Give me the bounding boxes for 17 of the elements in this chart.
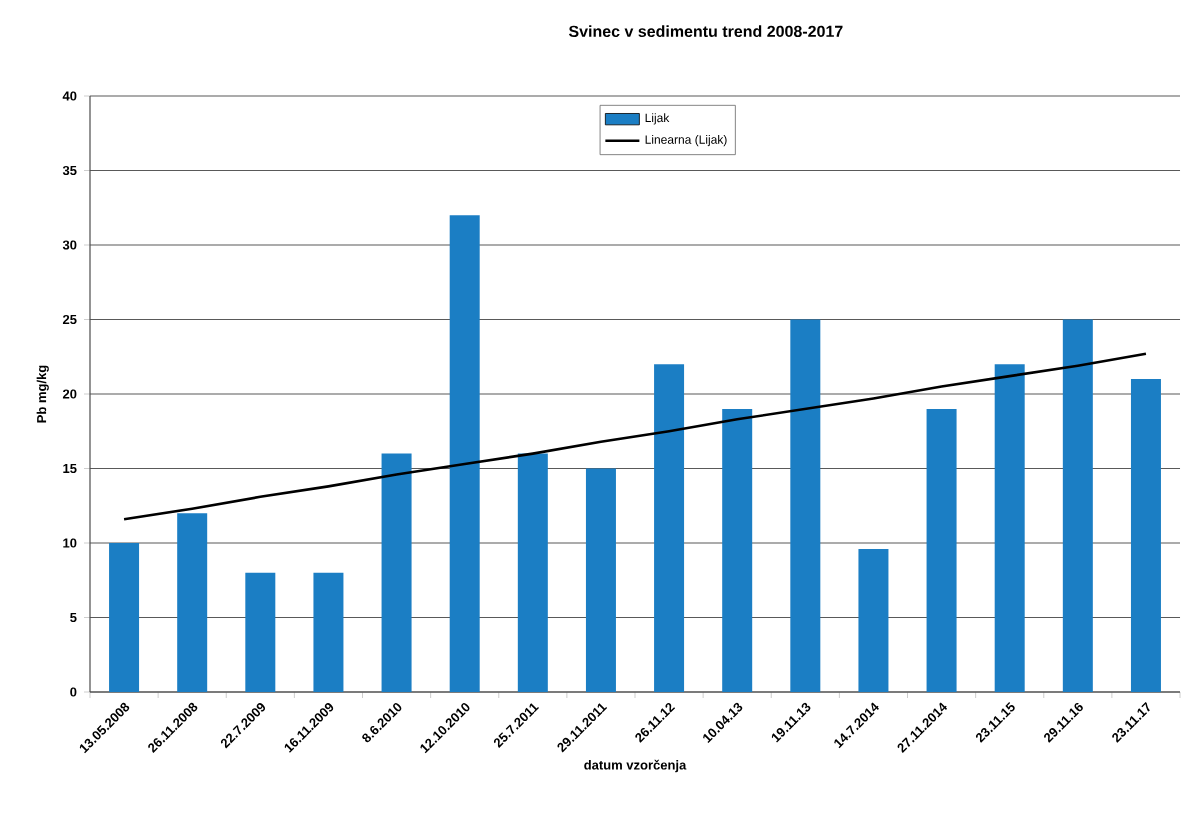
bar: [654, 364, 685, 692]
chart-title: Svinec v sedimentu trend 2008-2017: [568, 25, 843, 37]
bar: [109, 543, 140, 692]
bar: [177, 513, 208, 692]
bar: [1130, 379, 1161, 692]
bar: [245, 572, 276, 692]
bar: [994, 364, 1025, 692]
bar: [517, 453, 548, 692]
bar: [858, 548, 889, 692]
bar: [722, 408, 753, 692]
bar: [790, 319, 821, 692]
bar: [381, 453, 412, 692]
bar: [449, 215, 480, 692]
bar: [926, 408, 957, 692]
bar: [1062, 319, 1093, 692]
bar: [585, 468, 616, 692]
bar: [313, 572, 344, 692]
